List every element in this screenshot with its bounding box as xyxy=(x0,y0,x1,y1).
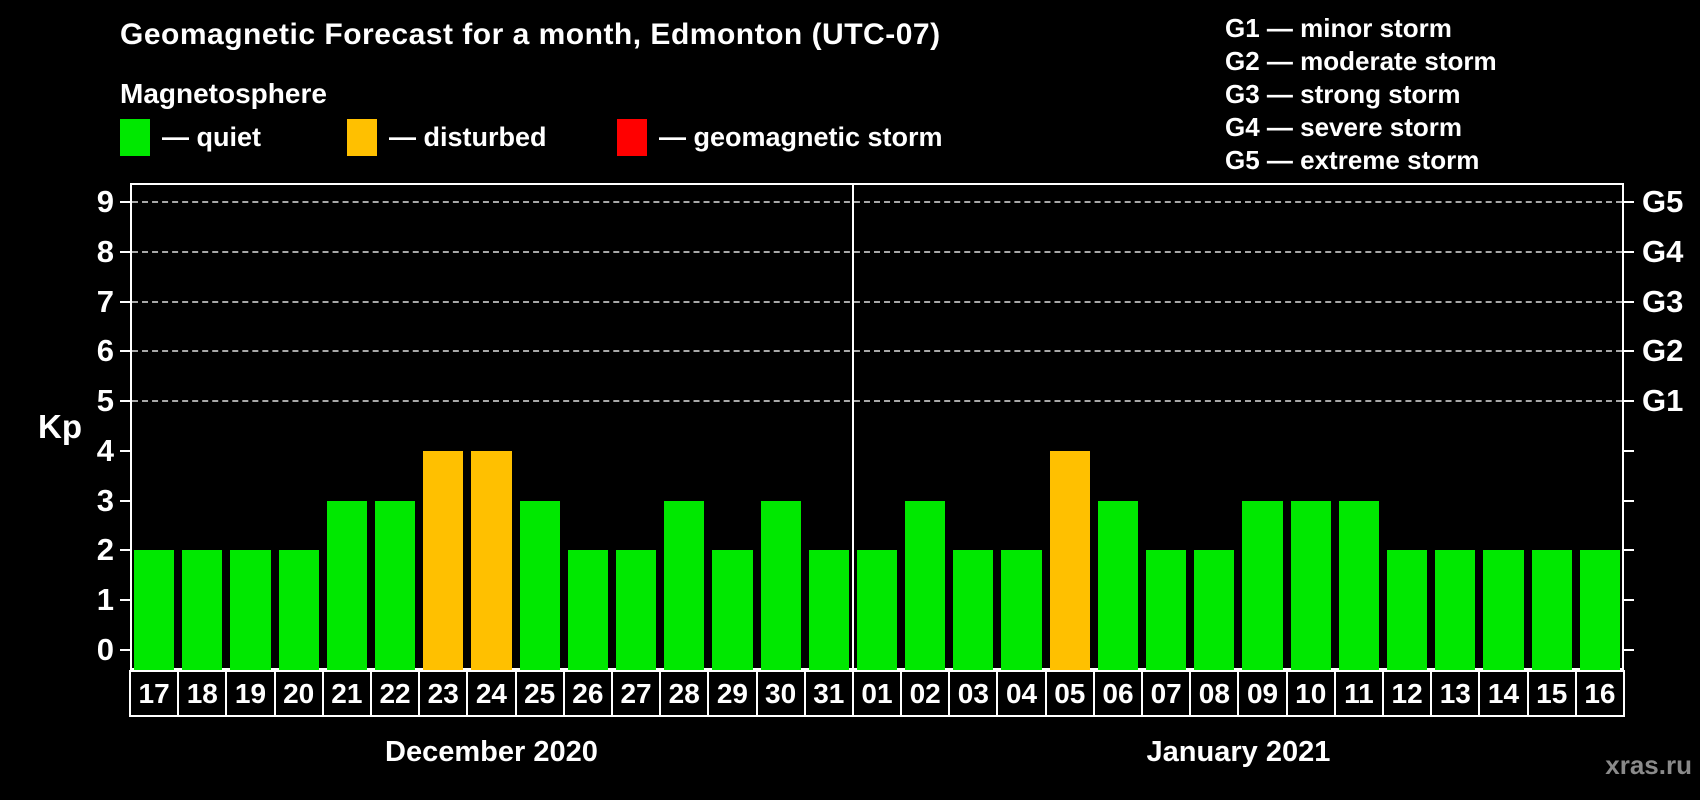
legend-item-storm: — geomagnetic storm xyxy=(617,118,943,156)
chart-subtitle: Magnetosphere xyxy=(120,78,327,109)
g-legend-line: G4 — severe storm xyxy=(1225,112,1463,142)
y-axis-tick-right xyxy=(1624,350,1634,353)
legend-label-storm: — geomagnetic storm xyxy=(659,121,943,152)
y-axis-tick-label: 1 xyxy=(96,582,114,618)
day-label-21: 21 xyxy=(321,670,372,717)
day-label-01: 01 xyxy=(851,670,903,717)
day-label-12: 12 xyxy=(1382,670,1433,717)
disturbed-color-swatch xyxy=(347,118,377,156)
g-scale-legend: G1 — minor storm G2 — moderate storm G3 — … xyxy=(1225,12,1497,177)
day-label-03: 03 xyxy=(948,670,999,717)
g-axis-label-G4: G4 xyxy=(1642,233,1684,269)
day-label-25: 25 xyxy=(514,670,565,717)
y-axis-tick-right xyxy=(1624,599,1634,602)
y-axis-tick-right xyxy=(1624,250,1634,253)
y-axis-tick-left xyxy=(120,449,130,452)
day-label-18: 18 xyxy=(177,670,228,717)
day-label-14: 14 xyxy=(1478,670,1529,717)
day-label-08: 08 xyxy=(1189,670,1240,717)
y-axis-tick-label: 2 xyxy=(96,532,114,568)
g-legend-line: G3 — strong storm xyxy=(1225,79,1461,109)
legend-label-quiet: — quiet xyxy=(162,121,261,152)
month-label: January 2021 xyxy=(1146,736,1331,768)
y-axis-tick-right xyxy=(1624,300,1634,303)
g-legend-line: G1 — minor storm xyxy=(1225,13,1452,43)
day-label-29: 29 xyxy=(707,670,758,717)
day-label-09: 09 xyxy=(1237,670,1288,717)
chart-title: Geomagnetic Forecast for a month, Edmont… xyxy=(120,18,941,51)
y-axis-tick-label: 9 xyxy=(96,183,114,219)
day-label-11: 11 xyxy=(1333,670,1385,717)
y-axis-tick-left xyxy=(120,350,130,353)
day-label-13: 13 xyxy=(1430,670,1481,717)
y-axis-tick-left xyxy=(120,200,130,203)
y-axis-tick-left xyxy=(120,400,130,403)
day-label-07: 07 xyxy=(1141,670,1192,717)
y-axis-tick-left xyxy=(120,649,130,651)
y-axis-tick-right xyxy=(1624,449,1634,452)
y-axis-tick-left xyxy=(120,549,130,552)
storm-color-swatch xyxy=(617,118,647,156)
day-label-31: 31 xyxy=(803,670,854,717)
day-label-28: 28 xyxy=(659,670,710,717)
y-axis-tick-label: 8 xyxy=(96,233,114,269)
y-axis-tick-right xyxy=(1624,549,1634,552)
y-axis-tick-label: 7 xyxy=(96,283,114,319)
y-axis-tick-left xyxy=(120,599,130,602)
g-axis-label-G5: G5 xyxy=(1642,183,1684,219)
g-axis-label-G1: G1 xyxy=(1642,383,1684,419)
y-axis-tick-right xyxy=(1624,200,1634,203)
y-axis-tick-right xyxy=(1624,499,1634,502)
day-label-26: 26 xyxy=(562,670,613,717)
y-axis-tick-label: 0 xyxy=(96,632,114,667)
day-label-30: 30 xyxy=(755,670,806,717)
day-label-17: 17 xyxy=(129,670,180,717)
y-axis-tick-right xyxy=(1624,400,1634,403)
day-label-02: 02 xyxy=(900,670,951,717)
quiet-color-swatch xyxy=(120,118,150,156)
watermark: xras.ru xyxy=(1605,750,1692,780)
y-axis-tick-left xyxy=(120,250,130,253)
legend-item-disturbed: — disturbed xyxy=(347,118,547,156)
g-axis-label-G2: G2 xyxy=(1642,333,1684,369)
y-axis-tick-label: 6 xyxy=(96,333,114,369)
day-label-16: 16 xyxy=(1574,670,1625,717)
legend-item-quiet: — quiet xyxy=(120,118,261,156)
g-legend-line: G2 — moderate storm xyxy=(1225,46,1497,76)
day-label-23: 23 xyxy=(418,670,469,717)
day-label-15: 15 xyxy=(1526,670,1577,717)
day-label-05: 05 xyxy=(1044,670,1095,717)
legend-label-disturbed: — disturbed xyxy=(389,121,547,152)
day-label-24: 24 xyxy=(466,670,517,717)
day-label-20: 20 xyxy=(273,670,324,717)
y-axis-title: Kp xyxy=(38,408,82,445)
day-label-27: 27 xyxy=(610,670,662,717)
day-label-19: 19 xyxy=(225,670,276,717)
g-axis-label-G3: G3 xyxy=(1642,283,1684,319)
plot-area xyxy=(130,183,1624,670)
day-label-06: 06 xyxy=(1092,670,1144,717)
day-label-04: 04 xyxy=(996,670,1047,717)
y-axis-tick-label: 3 xyxy=(96,482,114,518)
day-label-22: 22 xyxy=(369,670,421,717)
day-label-10: 10 xyxy=(1285,670,1336,717)
month-label: December 2020 xyxy=(385,736,598,768)
g-legend-line: G5 — extreme storm xyxy=(1225,145,1480,175)
y-axis-tick-right xyxy=(1624,649,1634,651)
y-axis-tick-left xyxy=(120,499,130,502)
y-axis-tick-left xyxy=(120,300,130,303)
